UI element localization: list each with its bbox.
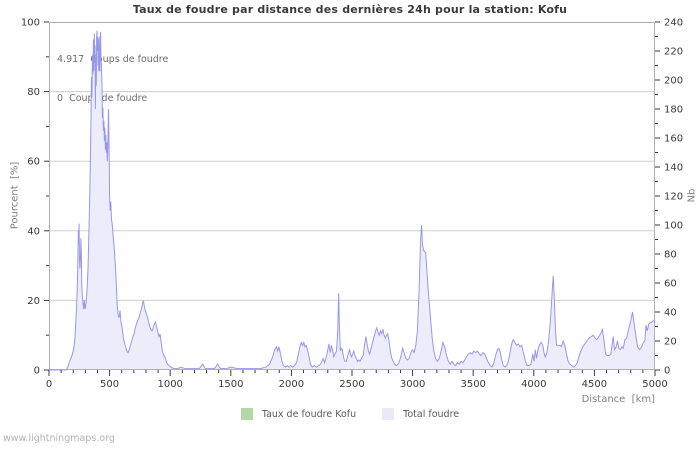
svg-text:80: 80 [664,250,677,261]
svg-text:3000: 3000 [400,379,425,390]
svg-text:1000: 1000 [157,379,182,390]
x-axis-title: Distance [km] [581,394,655,405]
annotation-station-strikes: 0 Coups de foudre [57,92,168,105]
legend-label-taux: Taux de foudre Kofu [261,408,357,420]
svg-text:140: 140 [664,163,683,174]
legend: Taux de foudre Kofu Total foudre [0,408,700,420]
svg-text:240: 240 [664,18,683,29]
legend-swatch-green [240,408,253,420]
svg-text:40: 40 [27,226,40,237]
svg-text:220: 220 [664,47,683,58]
svg-text:0: 0 [46,379,52,390]
svg-text:2500: 2500 [339,379,364,390]
svg-text:120: 120 [664,192,683,203]
svg-text:0: 0 [34,366,40,377]
svg-text:5000: 5000 [642,379,667,390]
svg-text:160: 160 [664,134,683,145]
svg-text:60: 60 [664,279,677,290]
svg-text:20: 20 [27,296,40,307]
legend-item-taux: Taux de foudre Kofu [240,408,357,420]
svg-text:20: 20 [664,337,677,348]
svg-text:4500: 4500 [582,379,607,390]
chart-title: Taux de foudre par distance des dernière… [132,3,568,16]
svg-text:100: 100 [664,221,683,232]
svg-text:100: 100 [21,18,40,29]
legend-swatch-lavender [382,408,395,420]
svg-text:60: 60 [27,157,40,168]
svg-text:500: 500 [100,379,119,390]
svg-text:4000: 4000 [521,379,546,390]
svg-text:40: 40 [664,308,677,319]
legend-item-total: Total foudre [382,408,459,420]
svg-text:3500: 3500 [460,379,485,390]
svg-text:1500: 1500 [218,379,243,390]
annotation-total-strikes: 4.917 Coups de foudre [57,54,169,65]
svg-text:180: 180 [664,105,683,116]
svg-text:0: 0 [664,366,670,377]
svg-text:80: 80 [27,87,40,98]
svg-text:2000: 2000 [279,379,304,390]
legend-label-total: Total foudre [403,408,460,420]
svg-text:200: 200 [664,76,683,87]
watermark: www.lightningmaps.org [3,433,115,444]
annotation-strike-counts: 4.917 Coups de foudre 0 Coups de foudre [57,27,168,131]
